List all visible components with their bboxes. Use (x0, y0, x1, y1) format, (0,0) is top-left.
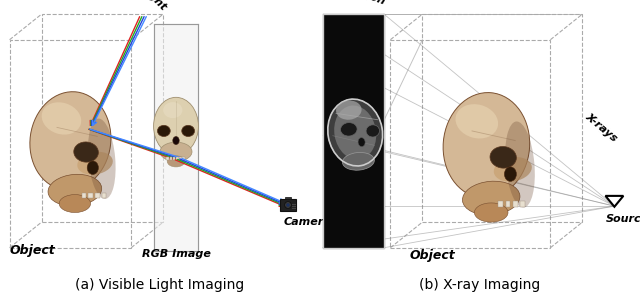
Ellipse shape (358, 138, 365, 147)
Ellipse shape (163, 102, 182, 118)
Bar (166, 156, 169, 160)
Ellipse shape (504, 167, 516, 181)
Bar (280, 199, 296, 211)
Ellipse shape (336, 100, 362, 120)
Bar (506, 201, 511, 207)
Bar (513, 201, 518, 207)
Polygon shape (323, 14, 384, 248)
Ellipse shape (182, 125, 195, 137)
Bar (499, 201, 503, 207)
Bar (82, 193, 86, 198)
Ellipse shape (340, 123, 357, 136)
Ellipse shape (88, 119, 116, 199)
Ellipse shape (42, 102, 81, 135)
Bar (520, 201, 525, 207)
Text: Projection: Projection (324, 0, 387, 6)
Ellipse shape (456, 104, 498, 138)
Text: X-rays: X-rays (584, 112, 620, 144)
Polygon shape (605, 196, 623, 207)
Bar (173, 156, 175, 160)
Text: Object: Object (409, 249, 455, 262)
Ellipse shape (505, 121, 535, 208)
Polygon shape (154, 24, 198, 251)
Text: Source: Source (605, 214, 640, 224)
Bar (95, 193, 100, 198)
Ellipse shape (443, 93, 530, 198)
Text: Camera: Camera (284, 217, 331, 227)
Bar (88, 193, 93, 198)
Text: RGB Image: RGB Image (141, 249, 211, 259)
Ellipse shape (48, 174, 102, 206)
Ellipse shape (366, 125, 380, 137)
Ellipse shape (173, 137, 179, 145)
Ellipse shape (285, 202, 291, 208)
Ellipse shape (334, 106, 376, 160)
Text: Light: Light (139, 0, 168, 13)
Ellipse shape (167, 156, 185, 167)
Ellipse shape (474, 203, 508, 222)
Ellipse shape (328, 99, 383, 166)
Bar (170, 156, 172, 160)
Ellipse shape (494, 157, 532, 181)
Ellipse shape (74, 142, 99, 162)
Bar (285, 197, 291, 199)
Ellipse shape (463, 181, 520, 215)
Ellipse shape (30, 92, 111, 190)
Text: (a) Visible Light Imaging: (a) Visible Light Imaging (76, 278, 244, 292)
Ellipse shape (490, 146, 516, 168)
Text: Object: Object (9, 244, 55, 257)
Ellipse shape (286, 203, 290, 207)
Ellipse shape (342, 152, 374, 170)
Ellipse shape (77, 152, 113, 175)
Text: (b) X-ray Imaging: (b) X-ray Imaging (419, 278, 541, 292)
Ellipse shape (154, 97, 198, 155)
Ellipse shape (87, 161, 99, 174)
Bar (176, 156, 179, 160)
Bar (179, 156, 182, 160)
Ellipse shape (60, 195, 91, 213)
Ellipse shape (157, 125, 170, 137)
Ellipse shape (160, 142, 192, 161)
Bar (102, 193, 106, 198)
Bar (182, 156, 185, 160)
